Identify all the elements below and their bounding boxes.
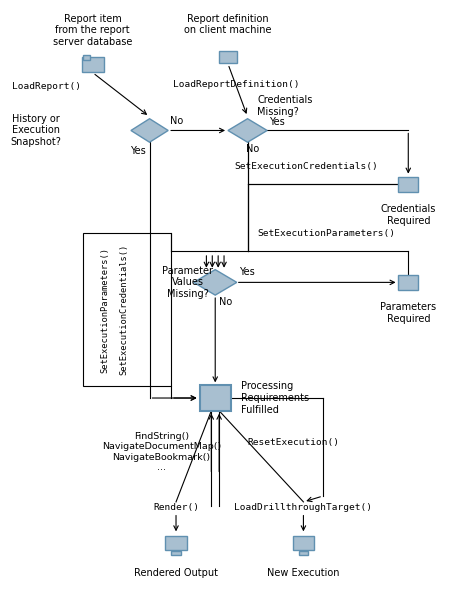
Text: FindString()
NavigateDocumentMap()
NavigateBookmark()
...: FindString() NavigateDocumentMap() Navig… (101, 432, 221, 472)
Text: LoadDrillthroughTarget(): LoadDrillthroughTarget() (234, 503, 372, 512)
FancyBboxPatch shape (398, 275, 417, 290)
FancyBboxPatch shape (83, 55, 90, 60)
Text: History or
Execution
Snapshot?: History or Execution Snapshot? (10, 114, 61, 147)
Text: New Execution: New Execution (267, 568, 339, 577)
FancyBboxPatch shape (292, 536, 313, 550)
FancyBboxPatch shape (171, 551, 180, 555)
Text: Rendered Output: Rendered Output (134, 568, 217, 577)
Text: Render(): Render() (153, 503, 198, 512)
Polygon shape (193, 270, 236, 295)
Text: Credentials
Missing?: Credentials Missing? (257, 95, 312, 117)
Text: Credentials
Required: Credentials Required (380, 204, 435, 226)
Text: LoadReport(): LoadReport() (12, 82, 81, 91)
FancyBboxPatch shape (82, 57, 103, 72)
Text: SetExecutionCredentials(): SetExecutionCredentials() (120, 244, 128, 376)
FancyBboxPatch shape (298, 551, 308, 555)
Text: No: No (170, 116, 183, 126)
FancyBboxPatch shape (219, 51, 236, 63)
Text: Report definition
on client machine: Report definition on client machine (184, 14, 271, 36)
Text: SetExecutionCredentials(): SetExecutionCredentials() (234, 163, 377, 171)
Polygon shape (131, 119, 168, 142)
Text: ResetExecution(): ResetExecution() (247, 438, 339, 447)
Text: Report item
from the report
server database: Report item from the report server datab… (53, 14, 132, 47)
Text: Yes: Yes (268, 117, 284, 126)
Text: Yes: Yes (129, 146, 145, 156)
FancyBboxPatch shape (398, 177, 417, 191)
Text: SetExecutionParameters(): SetExecutionParameters() (100, 247, 109, 373)
Text: No: No (219, 297, 232, 307)
Polygon shape (227, 119, 267, 142)
Text: Processing
Requirements
Fulfilled: Processing Requirements Fulfilled (240, 382, 308, 415)
Text: LoadReportDefinition(): LoadReportDefinition() (172, 80, 299, 89)
Text: SetExecutionParameters(): SetExecutionParameters() (256, 229, 394, 238)
Text: Parameter
Values
Missing?: Parameter Values Missing? (162, 265, 213, 299)
Text: Yes: Yes (238, 267, 254, 278)
Text: Parameters
Required: Parameters Required (379, 302, 435, 324)
FancyBboxPatch shape (199, 385, 230, 411)
Text: No: No (245, 144, 258, 154)
FancyBboxPatch shape (165, 536, 186, 550)
